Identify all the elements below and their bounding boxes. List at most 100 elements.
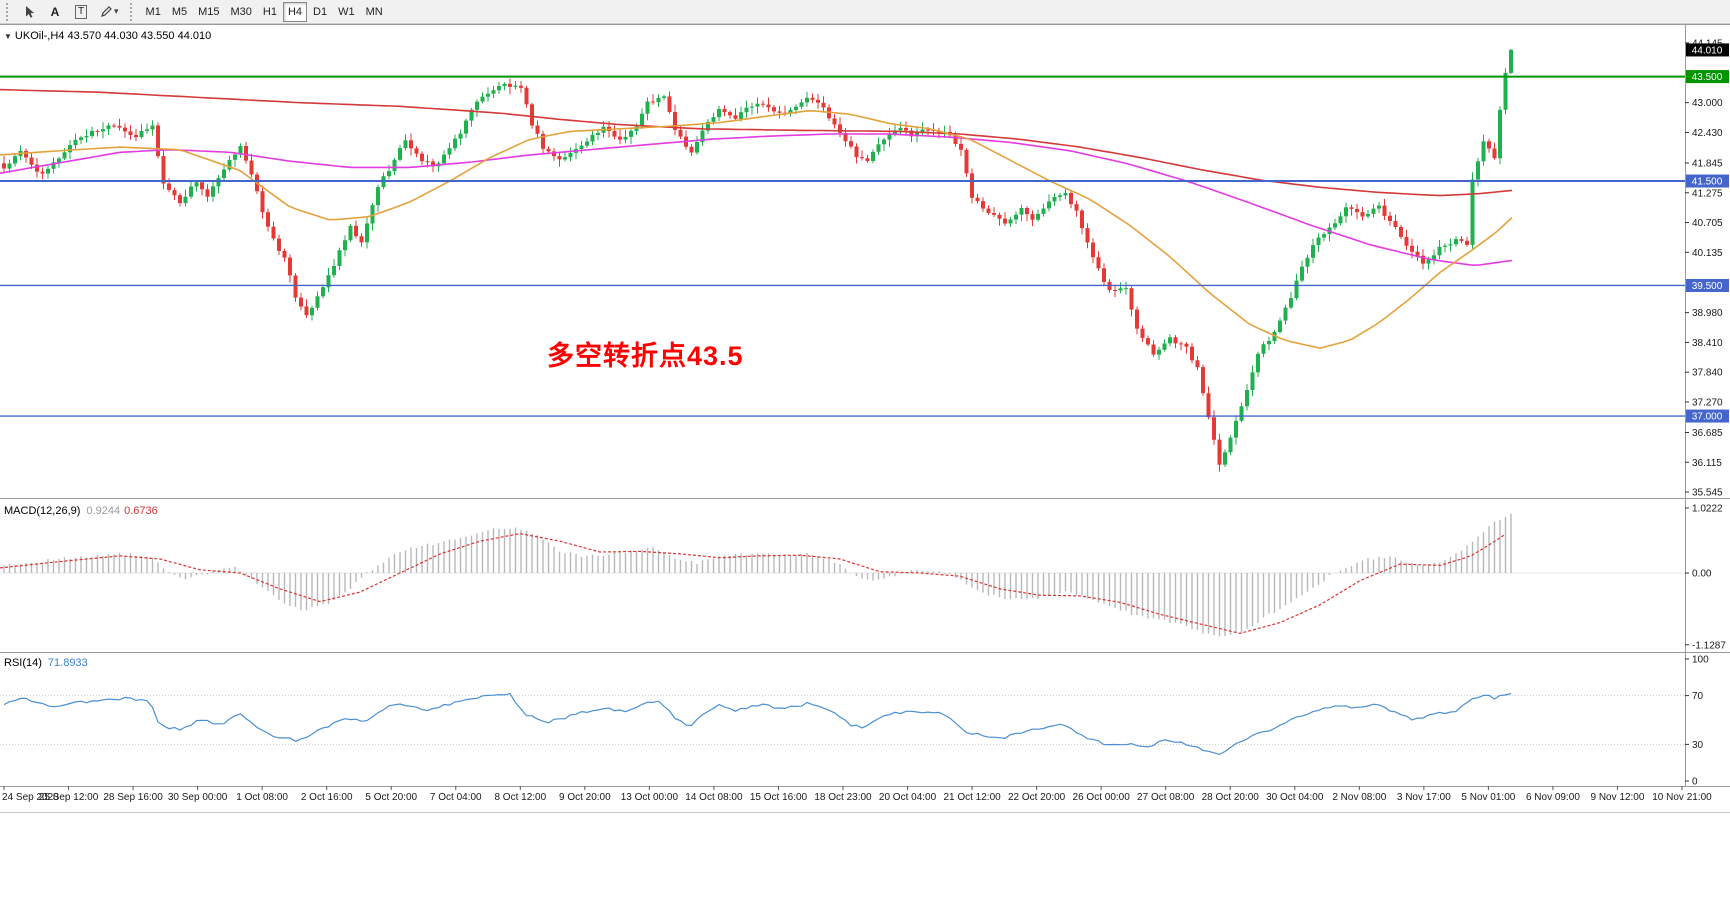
svg-text:5 Nov 01:00: 5 Nov 01:00 [1461, 792, 1515, 803]
timeframe-button-w1[interactable]: W1 [333, 2, 360, 22]
svg-text:38.980: 38.980 [1692, 308, 1723, 319]
level-line-41.500[interactable]: 41.500 [0, 174, 1729, 188]
chevron-down-icon: ▾ [114, 6, 119, 16]
svg-text:10 Nov 21:00: 10 Nov 21:00 [1652, 792, 1712, 803]
svg-text:0.00: 0.00 [1692, 569, 1712, 580]
svg-text:36.115: 36.115 [1692, 458, 1722, 469]
timeframe-toolbar: M1 M5 M15 M30 H1 H4 D1 W1 MN [141, 1, 388, 22]
svg-text:24 Sep 2020: 24 Sep 2020 [2, 792, 59, 803]
svg-text:6 Nov 09:00: 6 Nov 09:00 [1526, 792, 1580, 803]
svg-text:36.685: 36.685 [1692, 428, 1723, 439]
svg-text:38.410: 38.410 [1692, 338, 1723, 349]
toolbar: A T ▾ M1 M5 M15 M30 H1 H4 D1 W1 MN [0, 0, 1730, 24]
timeframe-button-mn[interactable]: MN [361, 2, 388, 22]
svg-text:8 Oct 12:00: 8 Oct 12:00 [494, 792, 546, 803]
text-label-tool-label: T [74, 4, 88, 19]
svg-text:40.705: 40.705 [1692, 218, 1723, 229]
svg-text:0: 0 [1692, 777, 1698, 788]
svg-text:20 Oct 04:00: 20 Oct 04:00 [879, 792, 937, 803]
toolbar-grip-2[interactable] [129, 2, 135, 21]
svg-text:9 Oct 20:00: 9 Oct 20:00 [559, 792, 611, 803]
svg-text:2 Nov 08:00: 2 Nov 08:00 [1332, 792, 1386, 803]
svg-text:28 Sep 16:00: 28 Sep 16:00 [103, 792, 163, 803]
level-line-37.000[interactable]: 37.000 [0, 409, 1729, 423]
svg-text:15 Oct 16:00: 15 Oct 16:00 [750, 792, 808, 803]
timeframe-button-h4[interactable]: H4 [282, 1, 308, 22]
macd-label: MACD(12,26,9) [4, 505, 81, 517]
chart-window: 44.14543.00042.43041.84541.27540.70540.1… [0, 24, 1730, 897]
text-tool-button[interactable]: A [43, 2, 67, 22]
svg-text:37.270: 37.270 [1692, 397, 1723, 408]
symbol-dropdown-icon[interactable]: ▼ [4, 32, 12, 41]
svg-text:22 Oct 20:00: 22 Oct 20:00 [1008, 792, 1066, 803]
price-badge-37.000 [1686, 409, 1729, 423]
svg-text:30 Oct 04:00: 30 Oct 04:00 [1266, 792, 1324, 803]
svg-text:37.840: 37.840 [1692, 368, 1723, 379]
chart-frame [0, 24, 1730, 813]
pencil-icon [101, 6, 112, 17]
timeframe-button-m5[interactable]: M5 [167, 2, 192, 22]
svg-text:100: 100 [1692, 655, 1709, 666]
price-badge-39.500 [1686, 278, 1729, 292]
rsi-header: RSI(14) 71.8933 [4, 657, 88, 669]
svg-text:21 Oct 12:00: 21 Oct 12:00 [943, 792, 1001, 803]
chart-canvas[interactable]: 44.14543.00042.43041.84541.27540.70540.1… [0, 24, 1730, 897]
price-axis: 44.14543.00042.43041.84541.27540.70540.1… [1685, 38, 1723, 499]
price-badge-41.500 [1686, 174, 1729, 188]
svg-text:41.500: 41.500 [1692, 177, 1723, 188]
ma-magenta-line [0, 133, 1513, 267]
macd-signal-line [0, 532, 1505, 635]
timeframe-button-m1[interactable]: M1 [141, 2, 166, 22]
svg-text:39.500: 39.500 [1692, 281, 1723, 292]
svg-text:44.010: 44.010 [1692, 45, 1723, 56]
rsi-line [3, 692, 1512, 756]
svg-text:25 Sep 12:00: 25 Sep 12:00 [39, 792, 99, 803]
cursor-icon [26, 5, 34, 18]
rsi-pane: 100 70 30 0 [0, 655, 1709, 788]
svg-text:30 Sep 00:00: 30 Sep 00:00 [168, 792, 228, 803]
level-line-43.500[interactable]: 43.500 [0, 70, 1729, 84]
macd-signal-value: 0.6736 [124, 505, 158, 517]
macd-header: MACD(12,26,9) 0.9244 0.6736 [4, 505, 158, 517]
svg-text:3 Nov 17:00: 3 Nov 17:00 [1397, 792, 1451, 803]
text-label-tool-button[interactable]: T [69, 2, 93, 22]
svg-text:-1.1287: -1.1287 [1692, 640, 1726, 651]
svg-text:5 Oct 20:00: 5 Oct 20:00 [365, 792, 417, 803]
timeframe-button-d1[interactable]: D1 [308, 2, 332, 22]
ma-orange-line [0, 109, 1513, 350]
svg-text:40.135: 40.135 [1692, 248, 1723, 259]
ma-red-line [0, 88, 1513, 197]
chart-symbol-header: ▼ UKOil-,H4 43.570 44.030 43.550 44.010 [4, 30, 211, 42]
svg-text:13 Oct 00:00: 13 Oct 00:00 [621, 792, 679, 803]
timeframe-button-m15[interactable]: M15 [193, 2, 224, 22]
svg-text:41.275: 41.275 [1692, 188, 1723, 199]
symbol-ohlc-text: UKOil-,H4 43.570 44.030 43.550 44.010 [14, 30, 212, 42]
svg-text:27 Oct 08:00: 27 Oct 08:00 [1137, 792, 1195, 803]
svg-text:14 Oct 08:00: 14 Oct 08:00 [685, 792, 743, 803]
svg-text:1 Oct 08:00: 1 Oct 08:00 [236, 792, 288, 803]
svg-text:42.430: 42.430 [1692, 128, 1723, 139]
svg-text:30: 30 [1692, 740, 1704, 751]
svg-text:37.000: 37.000 [1692, 412, 1723, 423]
chart-annotation[interactable]: 多空转折点43.5 [547, 341, 744, 371]
current-price-marker: 44.010 [1686, 43, 1729, 57]
rsi-label: RSI(14) [4, 657, 42, 669]
svg-text:41.845: 41.845 [1692, 159, 1723, 170]
text-tool-label: A [50, 4, 60, 19]
svg-text:70: 70 [1692, 691, 1704, 702]
svg-text:28 Oct 20:00: 28 Oct 20:00 [1202, 792, 1260, 803]
timeframe-button-m30[interactable]: M30 [226, 2, 257, 22]
svg-text:7 Oct 04:00: 7 Oct 04:00 [430, 792, 482, 803]
cursor-tool-button[interactable] [17, 2, 41, 22]
macd-pane: 1.0222 0.00 -1.1287 [0, 503, 1726, 651]
level-line-39.500[interactable]: 39.500 [0, 278, 1729, 292]
svg-text:18 Oct 23:00: 18 Oct 23:00 [814, 792, 872, 803]
timeframe-button-h1[interactable]: H1 [258, 2, 282, 22]
drawing-tools-button[interactable]: ▾ [95, 2, 124, 22]
svg-text:43.000: 43.000 [1692, 98, 1723, 109]
svg-text:43.500: 43.500 [1692, 72, 1723, 83]
svg-text:26 Oct 00:00: 26 Oct 00:00 [1073, 792, 1131, 803]
toolbar-grip[interactable] [6, 2, 11, 21]
svg-text:2 Oct 16:00: 2 Oct 16:00 [301, 792, 353, 803]
